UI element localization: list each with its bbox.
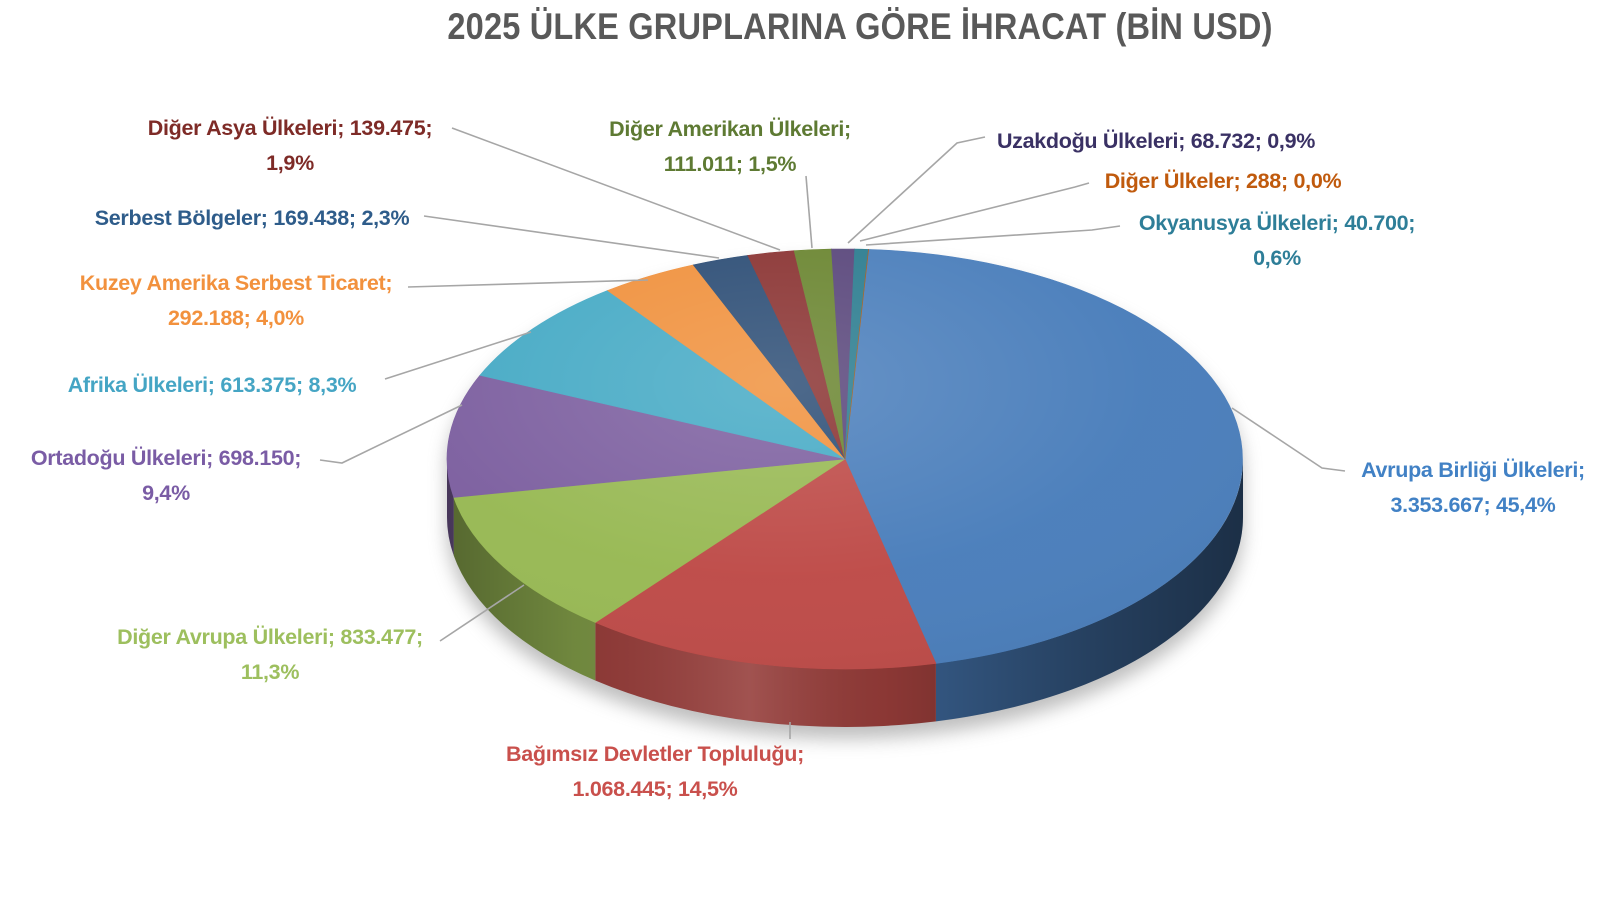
leader-line-uzakdogu-ulkeleri <box>847 136 986 244</box>
leader-line-serbest-bolgeler <box>423 215 720 259</box>
label-line: 9,4% <box>142 481 190 505</box>
label-line: Diğer Ülkeler; 288; 0,0% <box>1104 169 1342 193</box>
leader-line-kuzey-amerika <box>407 279 649 288</box>
label-line: Avrupa Birliği Ülkeleri; <box>1361 458 1585 482</box>
label-line: 111.011; 1,5% <box>663 152 797 176</box>
label-line: 1.068.445; 14,5% <box>572 777 738 801</box>
label-line: Okyanusya Ülkeleri; 40.700; <box>1138 211 1416 235</box>
pie-body <box>446 248 1243 727</box>
label-okyanusya-ulkeleri: Okyanusya Ülkeleri; 40.700; 0,6% <box>1092 206 1462 276</box>
label-uzakdogu-ulkeleri: Uzakdoğu Ülkeleri; 68.732; 0,9% <box>971 124 1341 159</box>
leader-line-diger-avrupa-ulkeleri <box>439 584 525 642</box>
label-line: Afrika Ülkeleri; 613.375; 8,3% <box>67 373 357 397</box>
label-line: Kuzey Amerika Serbest Ticaret; <box>79 271 393 295</box>
pie-rim-shading <box>447 459 1243 727</box>
label-line: Ortadoğu Ülkeleri; 698.150; <box>30 446 302 470</box>
leader-line-diger-asya-ulkeleri <box>451 127 781 251</box>
label-diger-asya-ulkeleri: Diğer Asya Ülkeleri; 139.475; 1,9% <box>105 111 475 181</box>
label-diger-ulkeler: Diğer Ülkeler; 288; 0,0% <box>1038 164 1408 199</box>
label-ortadogu-ulkeleri: Ortadoğu Ülkeleri; 698.150; 9,4% <box>0 441 351 511</box>
label-serbest-bolgeler: Serbest Bölgeler; 169.438; 2,3% <box>67 201 437 236</box>
label-afrika-ulkeleri: Afrika Ülkeleri; 613.375; 8,3% <box>27 368 397 403</box>
label-avrupa-birligi-ulkeleri: Avrupa Birliği Ülkeleri; 3.353.667; 45,4… <box>1288 453 1600 523</box>
leader-line-okyanusya-ulkeleri <box>865 225 1121 246</box>
label-line: Diğer Avrupa Ülkeleri; 833.477; <box>117 625 423 649</box>
label-bagimsiz-devletler-toplulugu: Bağımsız Devletler Topluluğu; 1.068.445;… <box>470 737 840 807</box>
label-line: Uzakdoğu Ülkeleri; 68.732; 0,9% <box>996 129 1316 153</box>
label-kuzey-amerika-serbest-ticaret: Kuzey Amerika Serbest Ticaret; 292.188; … <box>51 266 421 336</box>
label-line: Bağımsız Devletler Topluluğu; <box>506 742 804 766</box>
leader-lines <box>319 127 1346 739</box>
label-line: Diğer Amerikan Ülkeleri; <box>609 117 851 141</box>
leader-line-diger-ulkeler <box>859 182 1090 242</box>
label-line: 292.188; 4,0% <box>168 306 304 330</box>
label-line: 1,9% <box>266 151 314 175</box>
leader-line-avrupa-birligi <box>1231 407 1346 472</box>
label-line: 0,6% <box>1253 246 1301 270</box>
label-line: Diğer Asya Ülkeleri; 139.475; <box>147 116 433 140</box>
label-diger-amerikan-ulkeleri: Diğer Amerikan Ülkeleri; 111.011; 1,5% <box>545 112 915 182</box>
label-line: 3.353.667; 45,4% <box>1390 493 1556 517</box>
label-diger-avrupa-ulkeleri: Diğer Avrupa Ülkeleri; 833.477; 11,3% <box>85 620 455 690</box>
leader-line-diger-amerikan <box>805 175 813 249</box>
pie-top-sheen <box>447 249 1243 669</box>
label-line: Serbest Bölgeler; 169.438; 2,3% <box>94 206 410 230</box>
label-line: 11,3% <box>240 660 300 684</box>
leader-line-afrika-ulkeleri <box>384 331 532 380</box>
chart-title: 2025 ÜLKE GRUPLARINA GÖRE İHRACAT (BİN U… <box>447 6 1273 47</box>
leader-line-ortadogu-ulkeleri <box>319 404 463 464</box>
